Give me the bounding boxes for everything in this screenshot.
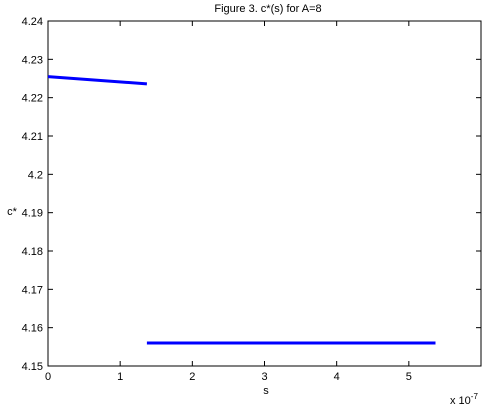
x-tick-label: 3 [261,371,267,383]
x-axis: 0 1 2 3 4 5 [45,21,482,383]
y-tick-label: 4.15 [22,361,43,373]
y-tick-label: 4.22 [22,93,43,105]
x-tick-label: 2 [189,371,195,383]
y-tick-label: 4.17 [22,284,43,296]
chart-title: Figure 3. c*(s) for A=8 [214,3,321,15]
plot-frame [47,20,482,367]
plot-series [47,75,436,345]
y-tick-label: 4.24 [22,16,43,28]
y-tick-label: 4.18 [22,246,43,258]
y-tick-label: 4.23 [22,54,43,66]
y-tick-label: 4.19 [22,208,43,220]
x-axis-multiplier-base: x 10 [450,395,471,407]
x-axis-label: s [263,385,269,397]
y-axis: 4.15 4.16 4.17 4.18 4.19 4.2 4.21 4.22 4.23 4.24 [22,16,481,373]
y-tick-label: 4.2 [28,169,43,181]
x-tick-label: 1 [117,371,123,383]
x-tick-label: 5 [406,371,412,383]
x-axis-multiplier: x 10-7 [450,392,478,407]
x-tick-label: 4 [334,371,340,383]
y-axis-label: c* [7,206,18,218]
y-tick-label: 4.21 [22,131,43,143]
series-line-segment [47,75,148,86]
x-axis-multiplier-exponent: -7 [471,392,479,401]
y-tick-label: 4.16 [22,323,43,335]
x-tick-label: 0 [45,371,51,383]
